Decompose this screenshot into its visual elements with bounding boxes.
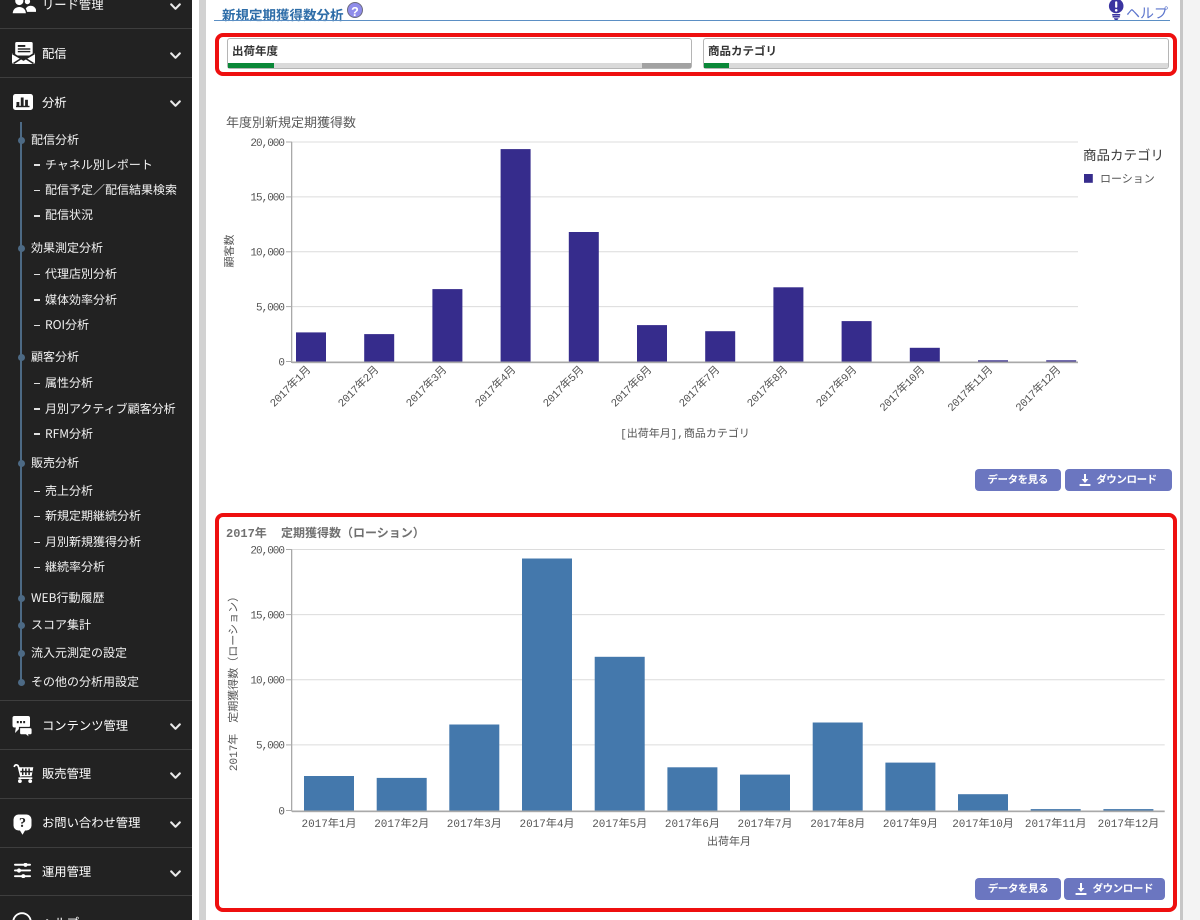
svg-text:10,000: 10,000	[250, 248, 284, 260]
svg-text:2017年11月: 2017年11月	[1025, 817, 1087, 831]
svg-text:2017年6月: 2017年6月	[608, 363, 655, 410]
svg-text:?: ?	[19, 814, 26, 832]
svg-text:2017年6月: 2017年6月	[665, 817, 720, 831]
svg-text:10,000: 10,000	[250, 676, 284, 688]
svg-text:2017年3月: 2017年3月	[403, 363, 450, 410]
svg-text:2017年1月: 2017年1月	[301, 817, 356, 831]
svg-text:出荷年月: 出荷年月	[707, 835, 751, 849]
svg-text:2017年1月: 2017年1月	[267, 363, 314, 410]
svg-text:2017年8月: 2017年8月	[810, 817, 865, 831]
svg-text:2017年9月: 2017年9月	[883, 817, 938, 831]
svg-text:2017年4月: 2017年4月	[472, 363, 519, 410]
svg-text:ローション: ローション	[1100, 171, 1155, 187]
svg-text:2017年12月: 2017年12月	[1098, 817, 1160, 831]
svg-text:2017年9月: 2017年9月	[813, 363, 860, 410]
svg-text:0: 0	[278, 806, 284, 818]
svg-text:2017年11月: 2017年11月	[945, 363, 996, 414]
svg-text:5,000: 5,000	[256, 302, 284, 314]
svg-text:20,000: 20,000	[250, 545, 284, 557]
svg-text:[出荷年月],商品カテゴリ: [出荷年月],商品カテゴリ	[620, 427, 750, 441]
svg-text:年度別新規定期獲得数: 年度別新規定期獲得数	[226, 112, 356, 131]
svg-text:2017年7月: 2017年7月	[737, 817, 792, 831]
svg-text:2017年5月: 2017年5月	[592, 817, 647, 831]
svg-text:2017年2月: 2017年2月	[374, 817, 429, 831]
svg-text:2017年10月: 2017年10月	[877, 363, 928, 414]
svg-text:2017年8月: 2017年8月	[744, 363, 791, 410]
svg-text:15,000: 15,000	[250, 193, 284, 205]
svg-text:定期獲得数（ローション）: 定期獲得数（ローション）	[281, 524, 425, 541]
svg-text:2017年7月: 2017年7月	[676, 363, 723, 410]
svg-text:2017年: 2017年	[226, 526, 267, 541]
svg-text:2017年3月: 2017年3月	[447, 817, 502, 831]
svg-text:2017年4月: 2017年4月	[519, 817, 574, 831]
svg-text:2017年12月: 2017年12月	[1013, 363, 1064, 414]
svg-text:2017年2月: 2017年2月	[335, 363, 382, 410]
svg-text:2017年 定期獲得数（ローション）: 2017年 定期獲得数（ローション）	[227, 591, 241, 771]
svg-text:5,000: 5,000	[256, 741, 284, 753]
svg-text:顧客数: 顧客数	[221, 235, 237, 268]
svg-text:2017年10月: 2017年10月	[952, 817, 1014, 831]
svg-text:20,000: 20,000	[250, 138, 284, 150]
svg-text:商品カテゴリ: 商品カテゴリ	[1083, 144, 1164, 164]
svg-text:15,000: 15,000	[250, 610, 284, 622]
svg-text:2017年5月: 2017年5月	[540, 363, 587, 410]
svg-text:0: 0	[278, 357, 284, 369]
